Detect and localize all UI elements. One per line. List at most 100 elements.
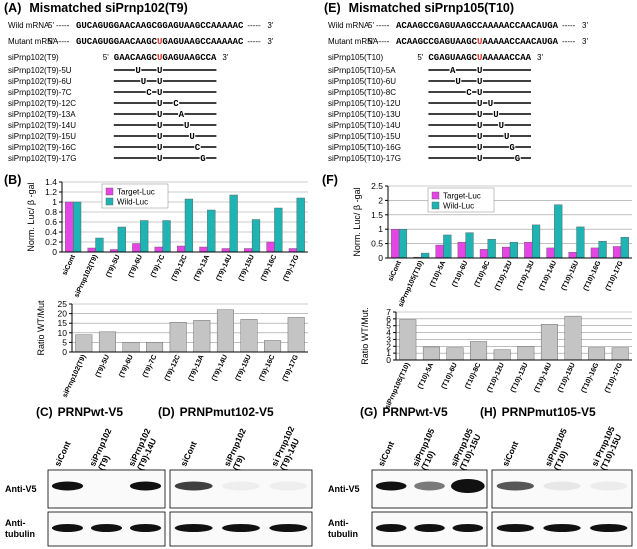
variant-name: siPrnp105(T10)-16G [328, 143, 401, 152]
gap [199, 154, 207, 163]
x-tick-label: (T9)-6U [118, 354, 135, 379]
gap [172, 99, 180, 108]
panel-label: (G) [360, 405, 377, 419]
x-tick-label: (T9)-15U [235, 354, 253, 382]
bar [169, 322, 187, 353]
band [174, 481, 213, 491]
dashes: ----- [56, 37, 70, 46]
x-tick-label: (T10)-6U [441, 362, 459, 390]
y-tick-label: 0 [62, 347, 67, 357]
y-tick-label: 4 [386, 328, 391, 338]
title-text: Mismatched siPrnp105(T10) [349, 1, 514, 15]
y-tick-label: 1 [52, 197, 57, 207]
x-tick-label: (T10)-5A [429, 260, 447, 288]
bar [493, 349, 511, 361]
x-tick-label: (T9)-5U [105, 254, 122, 279]
dashes: ----- [247, 37, 261, 46]
x-tick-label: (T9)-13A [187, 354, 205, 382]
gap [476, 121, 483, 130]
band [496, 524, 534, 532]
mismatch-letter: A [179, 110, 185, 120]
band [129, 481, 162, 491]
prime: 5' [417, 53, 423, 62]
seq-part: GAGUAAGCCAAAAAC [162, 37, 244, 47]
variant-name: siPrnp105(T10)-5A [328, 66, 396, 75]
wild-seq: ACAAGCCGAGUAAGCCAAAAACCAACAUGA [396, 21, 559, 31]
variant-name: siPrnp102(T9)-6U [8, 77, 72, 86]
x-tick-label: (T9)-15U [238, 254, 256, 282]
band [496, 481, 534, 491]
seq-part: U [157, 53, 162, 63]
bar [95, 237, 104, 253]
x-tick-label: (T10)-14U [533, 362, 553, 394]
mismatch-letter: U [477, 77, 482, 87]
x-tick-label: (T9)-14U [211, 354, 229, 382]
variant-name: siPrnp102(T9)-16C [8, 143, 76, 152]
y-tick-label: 1.4 [45, 177, 57, 187]
lane-label: siPrnp102(T9) [87, 427, 122, 472]
mrna-label: Wild mRNA [328, 21, 370, 30]
seq-part: U [477, 53, 482, 63]
panel-title: (E) Mismatched siPrnp105(T10) [324, 1, 514, 15]
mismatch-letter: U [477, 121, 482, 131]
mutant-seq: ACAAGCCGAGUAAGCUAAAAACCAACAUGA [396, 37, 559, 47]
title-text: Mismatched siPrnp102(T9) [29, 1, 187, 15]
bar [399, 319, 417, 361]
bar [422, 346, 440, 361]
panel-label: (B) [4, 173, 21, 187]
x-tick-label: (T9)-14U [215, 254, 233, 282]
variant-name: siPrnp105(T10)-13U [328, 110, 401, 119]
bar [588, 347, 606, 361]
x-tick-label: (T10)-12U [486, 362, 506, 394]
prime: 5' [368, 37, 374, 46]
gap [156, 132, 163, 141]
y-tick-label: 7 [386, 307, 391, 317]
y-tick-label: 0 [378, 253, 383, 263]
mismatch-letter: U [157, 143, 162, 153]
lane-label: siPrnp105(T10) [410, 427, 445, 472]
x-tick-label: (T10)-8C [464, 362, 482, 390]
seq-part: GAACAAGC [114, 53, 158, 63]
mismatch-letter: U [477, 143, 482, 153]
mutant-seq: GUCAGUGGAACAAGCUGAGUAAGCCAAAAAC [76, 37, 244, 47]
bar [611, 347, 629, 361]
x-tick-label: (T10)-15U [561, 260, 581, 292]
gap [476, 132, 483, 141]
band [450, 479, 485, 493]
sirna-name: siPrnp102(T9) [8, 53, 59, 62]
x-tick-label: (T9)-17G [282, 353, 301, 382]
band [375, 524, 407, 532]
bar [244, 248, 253, 253]
prime: 5' [48, 37, 54, 46]
bar [264, 340, 282, 353]
band [129, 524, 162, 532]
mismatch-letter: U [157, 99, 162, 109]
gap [498, 121, 505, 130]
gap [178, 110, 185, 119]
seq-part: AAAAACCAACAUGA [482, 37, 558, 47]
variant-name: siPrnp105(T10)-17G [328, 154, 401, 163]
mismatch-letter: A [450, 66, 456, 76]
blot-title: (H) PRNPmut105-V5 [480, 405, 596, 419]
lane-label: siCont [52, 440, 72, 468]
mismatch-letter: U [157, 110, 162, 120]
variant-name: siPrnp102(T9)-12C [8, 99, 76, 108]
bar [184, 198, 194, 253]
band [543, 481, 581, 491]
blot-frame [169, 469, 313, 509]
mismatch-letter: U [504, 132, 509, 142]
bar [221, 248, 230, 253]
gap [449, 66, 456, 75]
band [414, 524, 445, 532]
sirna-name: siPrnp105(T10) [328, 53, 383, 62]
bar [564, 315, 582, 361]
bar [75, 334, 93, 353]
prime: 3' [537, 53, 543, 62]
title-text: PRNPwt-V5 [58, 405, 124, 419]
x-tick-label: (T10)-5A [417, 362, 435, 390]
gap [156, 77, 163, 86]
y-tick-label: 0.6 [45, 217, 57, 227]
bar [229, 194, 238, 253]
bar [216, 309, 234, 353]
legend-swatch [105, 197, 114, 206]
